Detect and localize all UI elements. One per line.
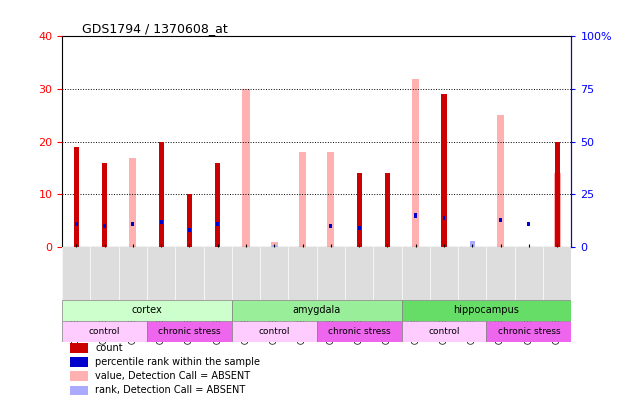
Text: amygdala: amygdala — [292, 305, 341, 315]
Bar — [402, 321, 486, 342]
Bar — [272, 245, 277, 247]
Bar — [187, 194, 192, 247]
Bar — [356, 173, 361, 247]
Bar — [62, 300, 232, 321]
Bar — [402, 300, 571, 321]
Bar — [486, 321, 571, 342]
Bar — [554, 173, 561, 247]
Text: GDS1794 / 1370608_at: GDS1794 / 1370608_at — [83, 22, 229, 35]
Bar — [271, 242, 278, 247]
Bar — [70, 357, 88, 367]
Text: value, Detection Call = ABSENT: value, Detection Call = ABSENT — [95, 371, 250, 381]
Text: cortex: cortex — [132, 305, 162, 315]
Bar — [216, 222, 219, 226]
Text: control: control — [89, 327, 120, 336]
Bar — [132, 222, 134, 226]
Bar — [103, 224, 106, 228]
Text: chronic stress: chronic stress — [158, 327, 220, 336]
Text: rank, Detection Call = ABSENT: rank, Detection Call = ABSENT — [95, 385, 245, 395]
Bar — [75, 222, 78, 226]
Bar — [358, 226, 361, 230]
Bar — [232, 321, 317, 342]
Text: chronic stress: chronic stress — [328, 327, 391, 336]
Text: count: count — [95, 343, 123, 353]
Text: chronic stress: chronic stress — [497, 327, 560, 336]
Text: percentile rank within the sample: percentile rank within the sample — [95, 357, 260, 367]
Bar — [299, 152, 306, 247]
Bar — [414, 213, 417, 217]
Bar — [412, 79, 419, 247]
Bar — [70, 386, 88, 395]
Bar — [499, 217, 502, 222]
Bar — [385, 173, 390, 247]
Bar — [555, 142, 560, 247]
Bar — [147, 321, 232, 342]
Bar — [70, 371, 88, 381]
Bar — [469, 241, 475, 247]
Bar — [70, 343, 88, 353]
Bar — [497, 115, 504, 247]
Bar — [242, 89, 250, 247]
Bar — [329, 224, 332, 228]
Bar — [129, 158, 137, 247]
Text: control: control — [428, 327, 460, 336]
Bar — [74, 147, 79, 247]
Bar — [317, 321, 402, 342]
Bar — [442, 94, 446, 247]
Bar — [158, 142, 164, 247]
Bar — [327, 152, 334, 247]
Bar — [62, 321, 147, 342]
Bar — [160, 220, 163, 224]
Bar — [527, 222, 530, 226]
Bar — [102, 163, 107, 247]
Text: hippocampus: hippocampus — [453, 305, 519, 315]
Text: control: control — [258, 327, 290, 336]
Bar — [215, 163, 220, 247]
Bar — [232, 300, 402, 321]
Bar — [443, 215, 445, 220]
Bar — [188, 228, 191, 232]
